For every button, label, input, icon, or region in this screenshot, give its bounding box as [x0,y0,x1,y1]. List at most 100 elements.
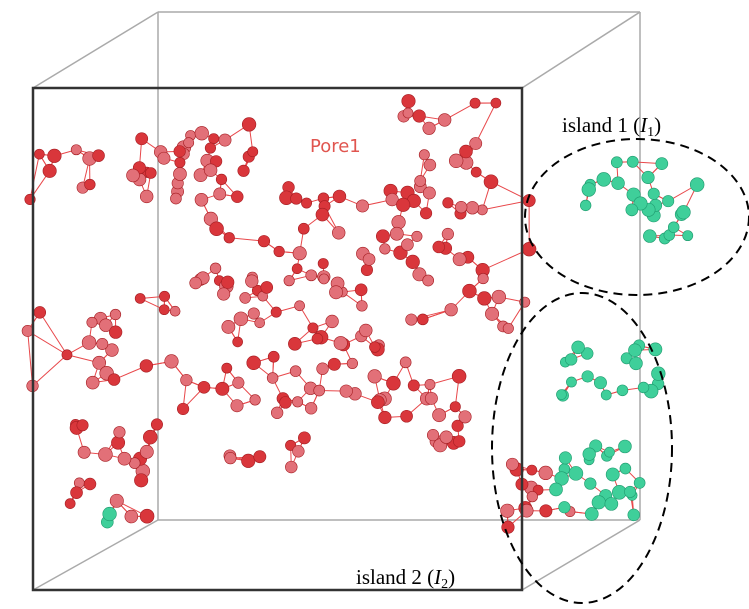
red-atom [452,369,466,383]
red-atom [217,288,230,301]
red-atom [485,307,498,320]
red-atom [43,164,56,177]
red-atom [293,445,305,457]
red-atom [359,324,372,337]
red-atom [127,169,140,182]
red-atom [433,409,446,422]
red-atom [248,308,259,319]
red-atom [291,193,302,204]
green-atom [103,507,117,521]
red-atom [402,94,415,107]
red-atom [181,374,193,386]
green-atom [569,466,583,480]
red-atom [478,273,489,284]
red-atom [438,114,451,127]
red-atom [85,179,96,190]
red-atom [450,401,460,411]
red-atom [109,326,122,339]
red-atom [415,175,426,186]
red-atom [361,264,372,275]
red-atom [433,241,445,253]
green-atom [580,200,591,211]
red-atom [318,258,328,268]
red-atom [159,291,169,301]
red-atom [136,133,148,145]
island-1-label: island 1 (I1) [562,113,661,140]
box-back [33,12,640,590]
red-atom [86,376,99,389]
red-atom [216,382,229,395]
green-atom [638,382,649,393]
green-atom [642,171,654,183]
green-atom [627,156,638,167]
red-atom [184,138,194,148]
red-atom [221,276,234,289]
red-atom [463,284,477,298]
green-atom [556,389,566,399]
green-atom [594,377,606,389]
red-atom [224,232,235,243]
red-atom [177,403,189,415]
red-atom [380,244,391,255]
green-atom [605,497,618,510]
red-atom [261,281,273,293]
red-atom [420,207,432,219]
red-atom [396,198,410,212]
green-atom [601,390,611,400]
red-atom [34,149,44,159]
red-atom [135,293,145,303]
red-atom [134,474,147,487]
red-atom [159,305,169,315]
red-atom [48,149,62,163]
red-atom [478,292,492,306]
red-atom [484,175,498,189]
red-atom [440,431,453,444]
label-prefix: island 2 ( [356,565,434,589]
red-atom [314,385,325,396]
red-atom [453,253,466,266]
red-atom [242,454,256,468]
green-atom [566,377,576,387]
red-atom [71,145,81,155]
red-atom [158,152,170,164]
red-atom [306,270,317,281]
bond [33,355,67,386]
red-atom [125,510,138,523]
red-atom [190,277,202,289]
red-atom [214,188,226,200]
red-atom [298,432,310,444]
label-subscript: 1 [647,125,654,140]
green-atom [550,483,563,496]
red-atom [240,292,251,303]
red-atom [347,358,358,369]
red-atom [250,395,261,406]
red-atom [427,429,439,441]
red-atom [219,134,231,146]
green-atom [583,448,596,461]
red-atom [443,198,453,208]
red-atom [118,452,131,465]
green-atom [612,177,625,190]
red-atom [423,122,436,135]
green-atom [611,157,622,168]
red-atom [328,358,340,370]
red-atom [326,315,339,328]
red-atom [110,309,121,320]
red-atom [143,430,157,444]
green-atom [643,230,656,243]
red-atom [110,494,123,507]
green-atom [619,440,632,453]
bond [40,312,67,354]
red-atom [403,108,413,118]
red-atom [356,200,368,212]
red-atom [363,253,375,265]
red-atom [71,487,83,499]
red-atom [271,307,281,317]
label-suffix: ) [654,113,661,137]
red-atom [423,275,434,286]
red-atom [332,226,345,239]
red-atom [254,451,266,463]
red-atom [77,420,88,431]
red-atom [413,110,426,123]
red-atom [401,410,413,422]
